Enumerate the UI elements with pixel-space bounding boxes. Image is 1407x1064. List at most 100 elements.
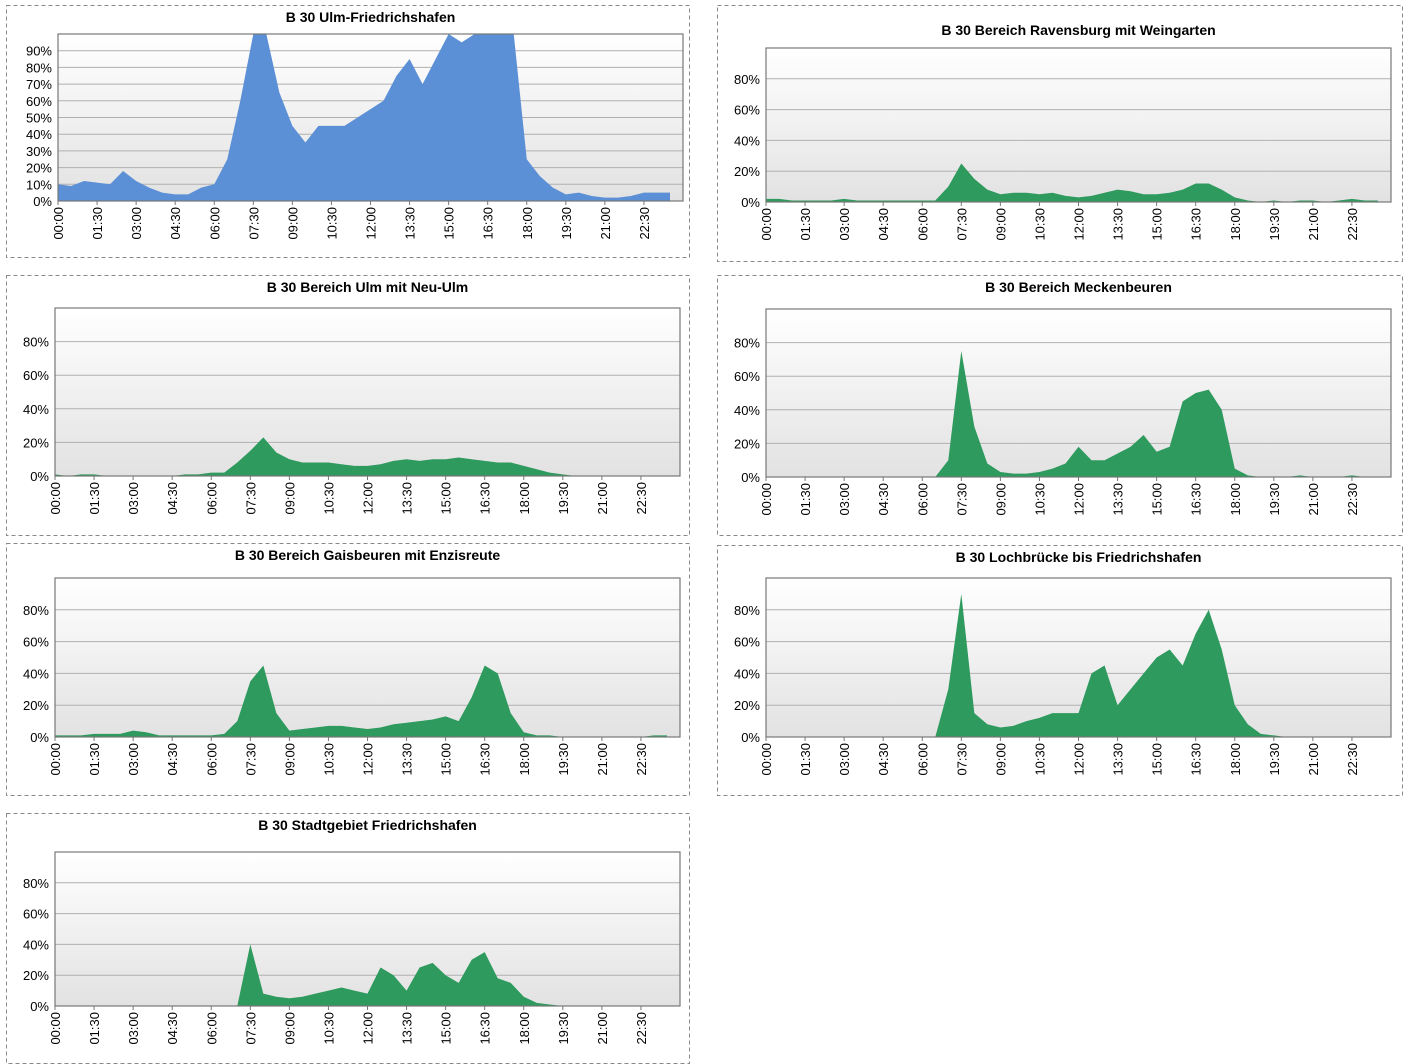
panel-border: [6, 275, 690, 536]
x-tick-label: 03:00: [837, 743, 852, 776]
y-tick-label: 20%: [734, 436, 760, 451]
y-tick-label: 40%: [734, 666, 760, 681]
y-tick-label: 60%: [26, 94, 52, 109]
y-tick-label: 90%: [26, 44, 52, 59]
x-tick-label: 04:30: [876, 208, 891, 241]
x-tick-label: 12:00: [1072, 208, 1087, 241]
chart-title: B 30 Bereich Gaisbeuren mit Enzisreute: [235, 547, 501, 563]
x-tick-label: 07:30: [243, 743, 258, 776]
chart-panel: B 30 Bereich Meckenbeuren 0% 20% 40% 60% 80% 0…: [717, 275, 1403, 536]
y-tick-label: 0%: [30, 469, 49, 484]
x-tick-label: 16:30: [478, 1012, 493, 1045]
panel-border: [717, 545, 1403, 796]
x-tick-label: 09:00: [285, 207, 300, 240]
x-tick-label: 12:00: [1072, 743, 1087, 776]
panel-border: [6, 5, 690, 258]
x-tick-label: 22:30: [634, 743, 649, 776]
x-tick-label: 15:00: [1150, 208, 1165, 241]
x-tick-label: 18:00: [1228, 743, 1243, 776]
y-tick-label: 20%: [23, 968, 49, 983]
x-tick-label: 06:00: [207, 207, 222, 240]
y-tick-label: 80%: [734, 603, 760, 618]
x-tick-label: 07:30: [246, 207, 261, 240]
plot-area: [55, 578, 680, 737]
y-tick-label: 20%: [23, 435, 49, 450]
chart-panel: B 30 Bereich Gaisbeuren mit Enzisreute 0%…: [6, 543, 690, 796]
plot-area: [55, 852, 680, 1006]
panel-border: [717, 275, 1403, 536]
chart-panel: B 30 Bereich Ulm mit Neu-Ulm 0% 20% 40% 60% 8…: [6, 275, 690, 536]
x-tick-label: 16:30: [481, 207, 496, 240]
x-tick-label: 21:00: [1306, 483, 1321, 516]
area: [55, 665, 667, 737]
x-tick-label: 03:00: [129, 207, 144, 240]
panel-border: [6, 543, 690, 796]
x-tick-label: 10:30: [321, 482, 336, 515]
y-tick-label: 60%: [734, 369, 760, 384]
x-tick-label: 01:30: [87, 743, 102, 776]
x-tick-label: 21:00: [1306, 208, 1321, 241]
x-tick-label: 06:00: [915, 208, 930, 241]
x-tick-label: 15:00: [1150, 743, 1165, 776]
y-tick-label: 40%: [26, 127, 52, 142]
x-tick-label: 07:30: [954, 208, 969, 241]
x-tick-label: 10:30: [321, 743, 336, 776]
y-tick-label: 40%: [23, 402, 49, 417]
panel-border: [717, 5, 1403, 262]
x-tick-label: 21:00: [1306, 743, 1321, 776]
x-tick-label: 22:30: [1345, 208, 1360, 241]
x-tick-label: 16:30: [478, 743, 493, 776]
chart-panel: B 30 Lochbrücke bis Friedrichshafen 0% 20%…: [717, 545, 1403, 796]
x-tick-label: 10:30: [321, 1012, 336, 1045]
x-tick-label: 21:00: [595, 743, 610, 776]
x-tick-label: 04:30: [165, 743, 180, 776]
x-tick-label: 12:00: [361, 743, 376, 776]
y-tick-label: 80%: [734, 72, 760, 87]
x-tick-label: 13:30: [400, 1012, 415, 1045]
x-tick-label: 15:00: [442, 207, 457, 240]
x-tick-label: 12:00: [361, 1012, 376, 1045]
x-tick-label: 06:00: [915, 483, 930, 516]
y-tick-label: 70%: [26, 77, 52, 92]
x-tick-label: 04:30: [165, 1012, 180, 1045]
x-tick-label: 00:00: [48, 743, 63, 776]
chart-panel: B 30 Stadtgebiet Friedrichshafen 0% 20% 40%…: [6, 813, 690, 1064]
area: [55, 437, 667, 476]
x-tick-label: 00:00: [48, 1012, 63, 1045]
x-tick-label: 09:00: [282, 1012, 297, 1045]
x-tick-label: 13:30: [403, 207, 418, 240]
x-tick-label: 16:30: [1189, 483, 1204, 516]
x-tick-label: 00:00: [759, 208, 774, 241]
x-tick-label: 07:30: [243, 1012, 258, 1045]
x-tick-label: 10:30: [324, 207, 339, 240]
x-tick-label: 06:00: [204, 482, 219, 515]
x-tick-label: 09:00: [993, 208, 1008, 241]
x-tick-label: 21:00: [595, 1012, 610, 1045]
x-tick-label: 03:00: [126, 743, 141, 776]
x-tick-label: 19:30: [1267, 208, 1282, 241]
y-tick-label: 80%: [23, 335, 49, 350]
y-tick-label: 0%: [741, 470, 760, 485]
x-tick-label: 19:30: [559, 207, 574, 240]
x-tick-label: 16:30: [1189, 743, 1204, 776]
y-tick-label: 20%: [734, 164, 760, 179]
x-tick-label: 18:00: [517, 1012, 532, 1045]
y-tick-label: 0%: [30, 999, 49, 1014]
y-tick-label: 20%: [23, 698, 49, 713]
x-tick-label: 00:00: [48, 482, 63, 515]
chart-title: B 30 Bereich Meckenbeuren: [985, 279, 1172, 295]
y-tick-label: 80%: [23, 876, 49, 891]
x-tick-label: 12:00: [1072, 483, 1087, 516]
x-tick-label: 15:00: [439, 482, 454, 515]
x-tick-label: 22:30: [634, 482, 649, 515]
chart-title: B 30 Ulm-Friedrichshafen: [286, 9, 456, 25]
x-tick-label: 19:30: [556, 482, 571, 515]
y-tick-label: 60%: [23, 907, 49, 922]
y-tick-label: 0%: [30, 730, 49, 745]
x-tick-label: 03:00: [126, 482, 141, 515]
plot-area: [766, 48, 1391, 202]
x-tick-label: 03:00: [837, 208, 852, 241]
x-tick-label: 10:30: [1032, 483, 1047, 516]
area: [58, 34, 670, 201]
area: [55, 944, 667, 1006]
